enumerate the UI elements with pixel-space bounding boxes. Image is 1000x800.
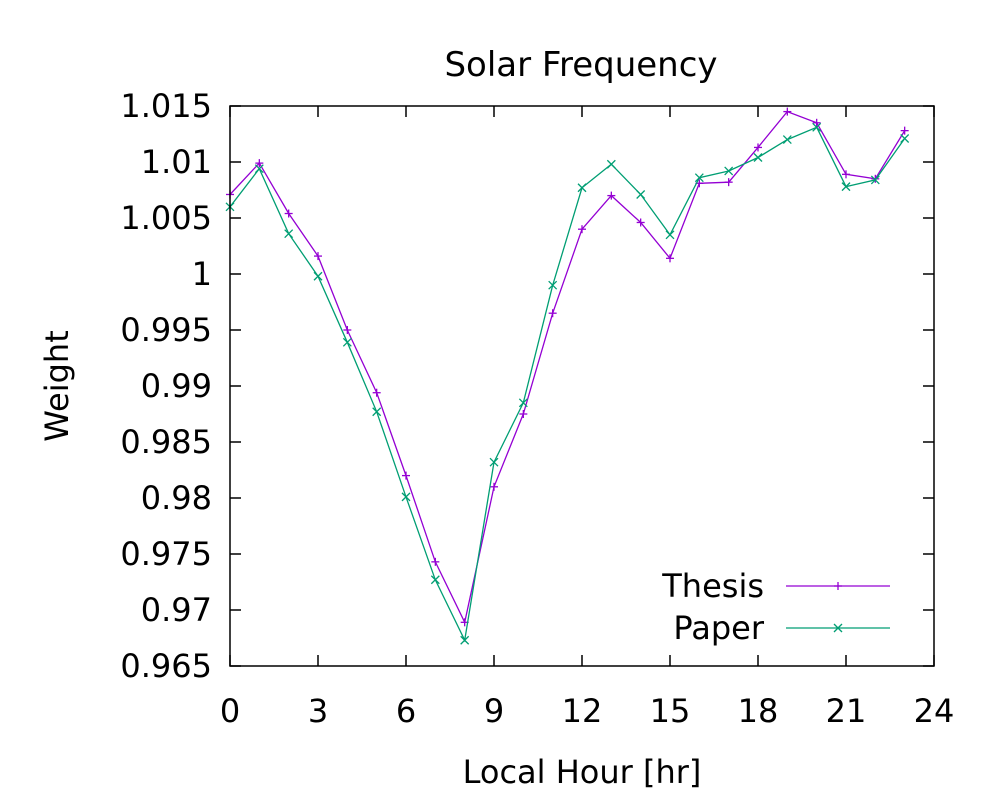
legend-label-thesis: Thesis <box>661 567 764 605</box>
y-axis-label: Weight <box>38 330 76 441</box>
plot-frame <box>229 105 935 667</box>
y-tick-label: 0.99 <box>141 367 212 405</box>
data-point-paper <box>636 190 646 199</box>
x-tick-label: 21 <box>826 692 867 730</box>
data-point-paper <box>753 153 763 162</box>
x-tick-label: 6 <box>396 692 416 730</box>
data-point-thesis <box>402 471 410 480</box>
x-axis-label: Local Hour [hr] <box>463 753 702 791</box>
series-paper <box>225 122 910 645</box>
data-point-paper <box>518 398 528 408</box>
data-point-paper <box>782 135 792 145</box>
data-point-thesis <box>783 107 792 116</box>
data-point-paper <box>401 492 411 502</box>
data-point-thesis <box>812 118 821 127</box>
data-point-paper <box>372 407 382 417</box>
data-point-thesis <box>255 159 264 168</box>
data-point-thesis <box>666 254 674 263</box>
y-tick-label: 0.965 <box>120 647 212 685</box>
data-point-thesis <box>314 252 322 261</box>
legend-marker-paper <box>833 623 843 633</box>
data-point-paper <box>841 182 851 192</box>
series-line-paper <box>229 126 906 643</box>
x-tick-label: 15 <box>650 692 691 730</box>
data-point-thesis <box>284 209 293 218</box>
series-thesis <box>226 107 909 627</box>
axis-ticks: 0 3 6 9 12 15 18 21 24 0.965 0.97 0.975 0.98 0.985 0.9… <box>120 87 954 730</box>
data-point-paper <box>577 183 587 193</box>
data-point-thesis <box>842 170 850 179</box>
data-point-paper <box>313 271 323 281</box>
data-point-paper <box>284 229 294 239</box>
data-point-paper <box>254 164 264 174</box>
data-point-paper <box>665 230 675 240</box>
legend-marker-thesis <box>834 582 842 590</box>
data-point-paper <box>460 635 470 645</box>
series-line-thesis <box>229 110 906 625</box>
data-point-paper <box>870 175 880 185</box>
data-point-thesis <box>636 218 645 227</box>
data-point-thesis <box>490 482 498 491</box>
data-point-paper <box>812 122 822 132</box>
y-tick-label: 0.985 <box>120 423 212 461</box>
legend-label-paper: Paper <box>673 609 764 647</box>
data-point-paper <box>606 159 616 169</box>
y-tick-label: 0.975 <box>120 535 212 573</box>
data-point-paper <box>489 457 499 467</box>
data-point-paper <box>724 166 734 176</box>
legend: Thesis Paper <box>661 567 890 647</box>
data-point-paper <box>548 280 558 290</box>
y-tick-label: 0.98 <box>141 479 212 517</box>
data-point-thesis <box>900 126 909 135</box>
y-tick-label: 0.97 <box>141 591 212 629</box>
data-series <box>225 107 910 645</box>
data-point-thesis <box>724 178 733 187</box>
x-tick-label: 0 <box>220 692 240 730</box>
x-tick-label: 24 <box>914 692 955 730</box>
data-point-thesis <box>548 309 557 318</box>
data-point-thesis <box>607 191 616 200</box>
y-tick-label: 1.005 <box>120 199 212 237</box>
data-point-thesis <box>431 557 440 566</box>
data-point-thesis <box>578 225 586 234</box>
data-point-paper <box>900 134 910 143</box>
x-tick-label: 12 <box>562 692 603 730</box>
data-point-thesis <box>519 410 528 418</box>
data-point-paper <box>694 173 704 183</box>
y-tick-label: 1.015 <box>120 87 212 125</box>
data-point-thesis <box>754 143 762 152</box>
x-tick-label: 9 <box>484 692 504 730</box>
y-tick-label: 1.01 <box>141 143 212 181</box>
y-tick-label: 0.995 <box>120 311 212 349</box>
chart-title: Solar Frequency <box>444 45 717 85</box>
data-point-thesis <box>372 388 381 397</box>
data-point-paper <box>342 337 352 347</box>
data-point-paper <box>430 575 440 585</box>
data-point-thesis <box>343 326 352 334</box>
x-tick-label: 3 <box>308 692 328 730</box>
x-tick-label: 18 <box>738 692 779 730</box>
y-tick-label: 1 <box>192 255 212 293</box>
